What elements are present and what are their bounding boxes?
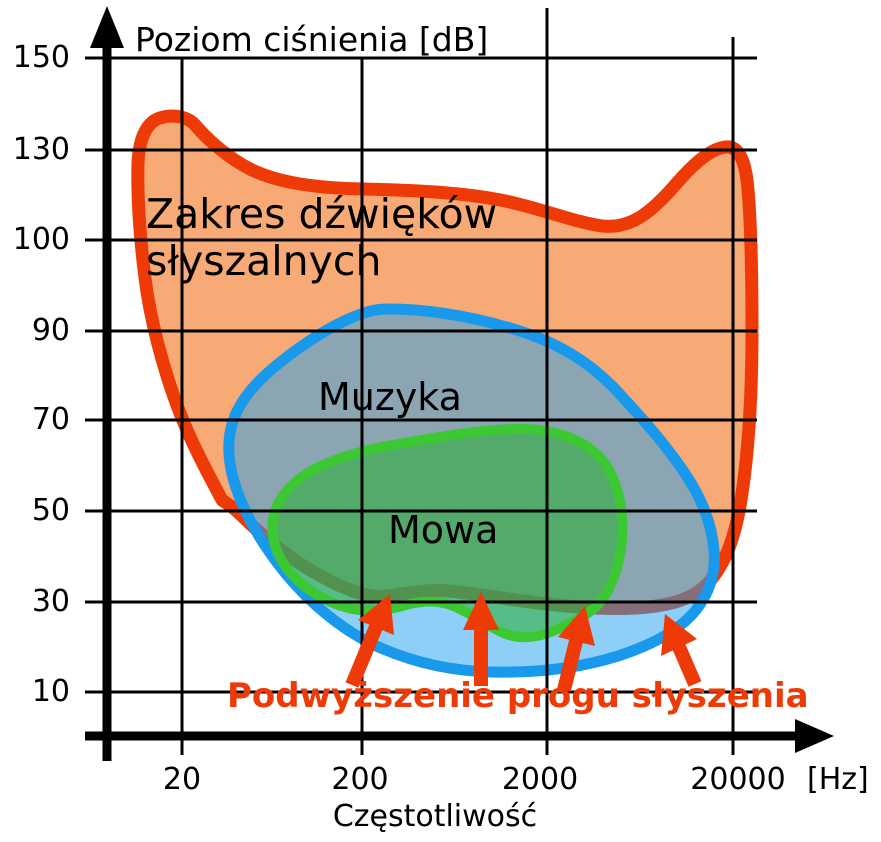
x-tick-200: 200 [331, 762, 389, 797]
x-tick-20000: 20000 [690, 762, 786, 797]
threshold-arrow-1 [345, 594, 394, 688]
threshold-note: Podwyższenie progu słyszenia [227, 676, 809, 716]
speech-region-label: Mowa [388, 508, 499, 552]
y-tick-70: 70 [31, 402, 70, 437]
y-tick-10: 10 [31, 674, 70, 709]
x-tick-20: 20 [162, 762, 202, 797]
y-tick-90: 90 [31, 313, 70, 348]
x-axis-title: Częstotliwość [332, 799, 538, 834]
y-tick-130: 130 [12, 132, 70, 167]
y-tick-30: 30 [31, 584, 70, 619]
threshold-arrow-4 [661, 614, 702, 687]
y-axis-arrowhead-icon [90, 6, 124, 48]
x-tick-2000: 2000 [501, 762, 579, 797]
x-axis-unit: [Hz] [807, 762, 869, 797]
gridlines [85, 8, 757, 755]
y-tick-100: 100 [12, 222, 70, 257]
threshold-arrow-2 [463, 592, 499, 686]
y-axis-title: Poziom ciśnienia [dB] [135, 20, 489, 59]
music-region-label: Muzyka [318, 375, 462, 419]
y-tick-50: 50 [31, 493, 70, 528]
y-tick-150: 150 [12, 40, 70, 75]
x-axis-arrowhead-icon [795, 719, 834, 753]
threshold-arrows [345, 592, 702, 692]
audible-region-label-line2: słyszalnych [146, 237, 382, 285]
audible-region-label-line1: Zakres dźwięków [146, 190, 498, 238]
threshold-arrow-3 [557, 606, 595, 692]
axes [85, 6, 834, 761]
